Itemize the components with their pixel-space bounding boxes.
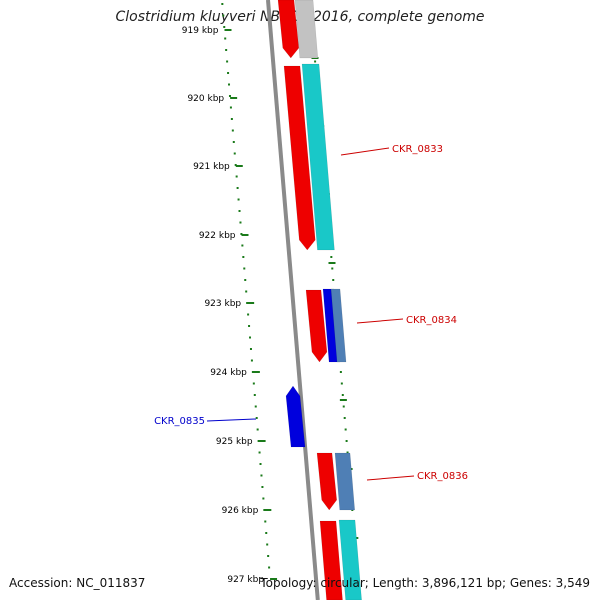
gene-cyan bbox=[338, 519, 362, 600]
ruler-dot bbox=[228, 95, 231, 97]
ruler-dot bbox=[236, 187, 239, 189]
ruler-dot bbox=[260, 474, 263, 477]
ruler-dot bbox=[232, 141, 235, 143]
gene-red bbox=[277, 0, 300, 59]
ruler-dot bbox=[267, 555, 270, 557]
ruler-dot bbox=[227, 72, 230, 74]
gene-leader-line bbox=[356, 318, 404, 324]
ruler-tick-label: 922 kbp bbox=[199, 231, 236, 241]
ruler-dot bbox=[330, 256, 333, 258]
gene-label: CKR_0833 bbox=[392, 144, 443, 155]
ruler-dot bbox=[235, 175, 238, 178]
ruler-dot bbox=[256, 428, 259, 431]
ruler-dot bbox=[343, 417, 346, 419]
ruler-tick-label: 923 kbp bbox=[204, 299, 241, 309]
ruler-dot bbox=[243, 267, 246, 270]
gene-red bbox=[283, 65, 316, 251]
ruler-dot bbox=[222, 14, 225, 17]
ruler-dot bbox=[245, 290, 248, 293]
ruler-dot bbox=[344, 428, 347, 431]
gene-label: CKR_0835 bbox=[154, 416, 205, 427]
gene-leader-line bbox=[366, 475, 415, 481]
gene-red bbox=[319, 520, 343, 600]
ruler-dot bbox=[240, 233, 243, 235]
ruler-tick-label: 919 kbp bbox=[182, 26, 219, 36]
ruler-tick-label: 926 kbp bbox=[222, 506, 259, 516]
gene-leader-line bbox=[340, 147, 390, 156]
ruler-dot bbox=[248, 325, 251, 327]
ruler-dot bbox=[331, 267, 334, 270]
accession-text: Accession: NC_011837 bbox=[9, 576, 146, 590]
ruler-dot bbox=[244, 279, 247, 281]
ruler-tick-label: 920 kbp bbox=[187, 94, 224, 104]
gene-features bbox=[277, 0, 362, 600]
gene-red bbox=[316, 452, 337, 511]
gene-gray bbox=[294, 0, 319, 59]
ruler-dot bbox=[268, 566, 271, 569]
gene-steelblue bbox=[330, 288, 347, 363]
ruler-dot bbox=[252, 382, 255, 385]
ruler-dot bbox=[228, 83, 231, 86]
ruler-dot bbox=[253, 394, 256, 396]
ruler-dot bbox=[258, 451, 261, 454]
gene-red bbox=[305, 289, 328, 363]
ruler-dot bbox=[339, 371, 342, 373]
ruler-dot bbox=[239, 221, 242, 224]
gene-steelblue bbox=[334, 452, 356, 511]
ruler-dot bbox=[266, 543, 269, 546]
ruler-dot bbox=[234, 164, 237, 166]
ruler-dot bbox=[223, 26, 226, 28]
ruler-dot bbox=[224, 37, 227, 40]
gene-blue bbox=[285, 385, 306, 448]
ruler-dot bbox=[265, 532, 268, 534]
ruler-dot bbox=[264, 520, 267, 523]
gene-leader-line bbox=[206, 418, 257, 422]
gene-labels: CKR_0833 CKR_0834 CKR_0835 CKR_0836 bbox=[154, 144, 468, 482]
backbone-layer bbox=[266, 0, 320, 600]
ruler-dot bbox=[261, 486, 264, 488]
gene-label: CKR_0834 bbox=[406, 315, 457, 326]
ruler-dot bbox=[314, 60, 317, 63]
ruler-dot bbox=[221, 3, 224, 5]
ruler-dot bbox=[332, 279, 335, 281]
ruler-dot bbox=[250, 359, 253, 362]
gene-cyan bbox=[301, 63, 335, 251]
ruler-dot bbox=[230, 118, 233, 120]
ruler-dot bbox=[242, 256, 245, 258]
ruler-dot bbox=[238, 210, 241, 212]
ruler-dot bbox=[345, 440, 348, 442]
ruler-dot bbox=[262, 497, 265, 500]
ruler-dot bbox=[340, 382, 343, 385]
backbone-line bbox=[266, 0, 320, 600]
gene-label: CKR_0836 bbox=[417, 471, 468, 482]
ruler-dot bbox=[226, 60, 229, 63]
topology-text: Topology: circular; Length: 3,896,121 bp… bbox=[260, 576, 590, 590]
ruler-tick-label: 921 kbp bbox=[193, 162, 230, 172]
ruler-dot bbox=[341, 394, 344, 396]
ruler-dot bbox=[225, 49, 228, 51]
ruler-tick-label: 924 kbp bbox=[210, 368, 247, 378]
ruler-dot bbox=[249, 348, 252, 350]
ruler-dot bbox=[346, 451, 349, 454]
ruler-dot bbox=[247, 313, 250, 316]
ruler-dot bbox=[259, 463, 262, 465]
ruler-dot bbox=[233, 152, 236, 155]
ruler-dot bbox=[241, 244, 244, 247]
ruler-dot bbox=[231, 129, 234, 132]
ruler-dot bbox=[255, 417, 258, 419]
ruler-tick-label: 925 kbp bbox=[216, 437, 253, 447]
ruler-dot bbox=[237, 198, 240, 201]
ruler-dot bbox=[342, 405, 345, 408]
ruler-tick-label: 927 kbp bbox=[227, 575, 264, 585]
ruler-dot bbox=[249, 336, 252, 339]
ruler-dot bbox=[254, 405, 257, 408]
ruler-dot bbox=[229, 106, 232, 109]
